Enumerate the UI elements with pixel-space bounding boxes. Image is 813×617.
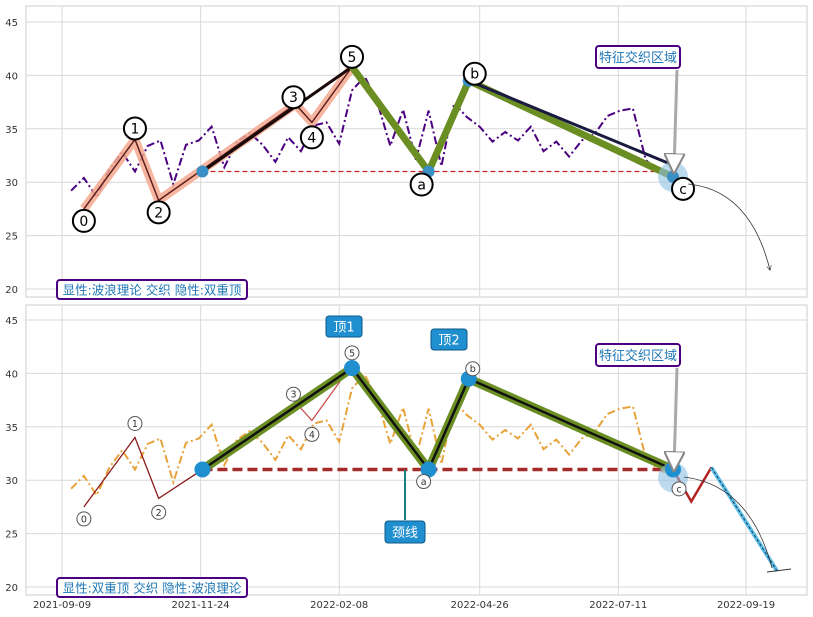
wave-label-2: 2 [154, 205, 163, 221]
x-tick-label: 2022-02-08 [310, 600, 368, 611]
price-line [70, 74, 672, 200]
wave-label-a: a [417, 178, 426, 194]
neckline-label: 颈线 [392, 526, 418, 541]
top-legend-text: 显性:波浪理论 交织 隐性:双重顶 [63, 283, 242, 298]
top-marker-dot [196, 165, 209, 178]
small-wave-label-b: b [470, 364, 476, 375]
wave-label-5: 5 [348, 50, 357, 66]
top1-label: 顶1 [333, 321, 354, 336]
small-wave-label-c: c [676, 484, 681, 495]
y-tick-label: 40 [5, 369, 18, 380]
bottom-impulse-line [295, 364, 353, 422]
top-bc-line [468, 79, 674, 167]
bottom-annotation-text: 特征交织区域 [599, 348, 677, 364]
wave-label-3: 3 [289, 90, 298, 106]
x-tick-label: 2022-04-26 [451, 600, 509, 611]
small-wave-label-5: 5 [349, 348, 355, 359]
bottom-projection-curve [683, 476, 773, 569]
top-price-series [70, 74, 672, 200]
small-wave-label-0: 0 [81, 514, 87, 525]
top2-label: 顶2 [438, 334, 459, 349]
top-annotation-box: 特征交织区域 [595, 45, 681, 69]
small-wave-label-circle [151, 504, 167, 520]
top2-label-box: 顶2 [430, 328, 468, 351]
y-tick-label: 45 [5, 316, 18, 327]
wave-label-circle [340, 44, 365, 69]
price-line [70, 372, 672, 498]
wave-label-circle [71, 208, 96, 233]
top-annotation-text: 特征交织区域 [599, 50, 677, 66]
wave-label-circle [299, 125, 324, 150]
wave-label-b: b [470, 67, 479, 83]
wave-label-circle [146, 200, 171, 225]
x-tick-label: 2022-09-19 [717, 600, 775, 611]
wave-label-circle [409, 172, 434, 197]
bottom-impulse-line [83, 436, 203, 508]
wave-label-circle [122, 116, 147, 141]
bottom-annotation-arrow [674, 367, 677, 468]
bottom-legend-box: 显性:双重顶 交织 隐性:波浪理论 [56, 577, 248, 598]
y-tick-label: 25 [5, 232, 18, 243]
small-wave-label-3: 3 [290, 390, 296, 401]
top-y-tick-labels: 20 25 30 35 40 45 [5, 18, 18, 296]
wave-label-1: 1 [130, 121, 139, 137]
top-annotation-arrow [674, 69, 677, 170]
small-wave-label-circle [304, 426, 320, 442]
small-wave-label-circle [465, 361, 481, 377]
projection-blue-core [710, 467, 778, 572]
y-tick-label: 40 [5, 71, 18, 82]
top-correction-band [349, 64, 675, 181]
y-tick-label: 45 [5, 18, 18, 29]
wave-label-circle [281, 85, 306, 110]
bottom-annotation-box: 特征交织区域 [595, 343, 681, 367]
x-tick-label: 2022-07-11 [589, 600, 647, 611]
projection-target-tick [766, 568, 792, 573]
double-top-node [420, 461, 437, 478]
y-tick-label: 35 [5, 125, 18, 136]
top1-label-box: 顶1 [325, 315, 363, 338]
double-top-node [194, 461, 211, 478]
small-wave-label-circle [127, 415, 143, 431]
small-wave-label-2: 2 [156, 508, 162, 519]
small-wave-label-circle [671, 481, 687, 497]
y-tick-label: 30 [5, 178, 18, 189]
small-wave-label-circle [416, 474, 432, 490]
x-tick-label: 2021-11-24 [172, 600, 230, 611]
y-tick-label: 25 [5, 530, 18, 541]
bottom-legend-text: 显性:双重顶 交织 隐性:波浪理论 [63, 581, 242, 596]
wave-label-circle [671, 176, 696, 201]
double-top-node [344, 360, 361, 377]
top-trend-line [201, 65, 353, 173]
y-tick-label: 20 [5, 285, 18, 296]
y-tick-label: 35 [5, 423, 18, 434]
bottom-x-tick-labels: 2021-09-09 2021-11-24 2022-02-08 2022-04-26… [33, 600, 775, 611]
top-impulse-line [83, 66, 353, 210]
top-projection-curve [687, 183, 770, 270]
small-wave-label-circle [285, 386, 301, 402]
wave-label-4: 4 [307, 130, 316, 146]
small-wave-label-4: 4 [309, 430, 315, 441]
small-wave-label-circle [344, 345, 360, 361]
bottom-y-tick-labels: 20 25 30 35 40 45 [5, 316, 18, 594]
wave-label-circle [462, 61, 487, 86]
y-tick-label: 20 [5, 583, 18, 594]
small-wave-label-a: a [421, 477, 427, 488]
x-tick-label: 2021-09-09 [33, 600, 91, 611]
y-tick-label: 30 [5, 476, 18, 487]
bottom-price-series [70, 372, 672, 498]
neckline-label-box: 颈线 [384, 520, 426, 544]
small-wave-label-1: 1 [132, 419, 138, 430]
wave-label-0: 0 [79, 214, 88, 230]
small-wave-label-circle [76, 511, 92, 527]
bottom-wave-labels: 0 1 2 3 4 5 a b c [76, 345, 687, 527]
wave-label-c: c [679, 182, 687, 198]
top-legend-box: 显性:波浪理论 交织 隐性:双重顶 [56, 279, 248, 300]
top-wave-labels: 0 1 2 3 4 5 a b c [71, 44, 696, 233]
